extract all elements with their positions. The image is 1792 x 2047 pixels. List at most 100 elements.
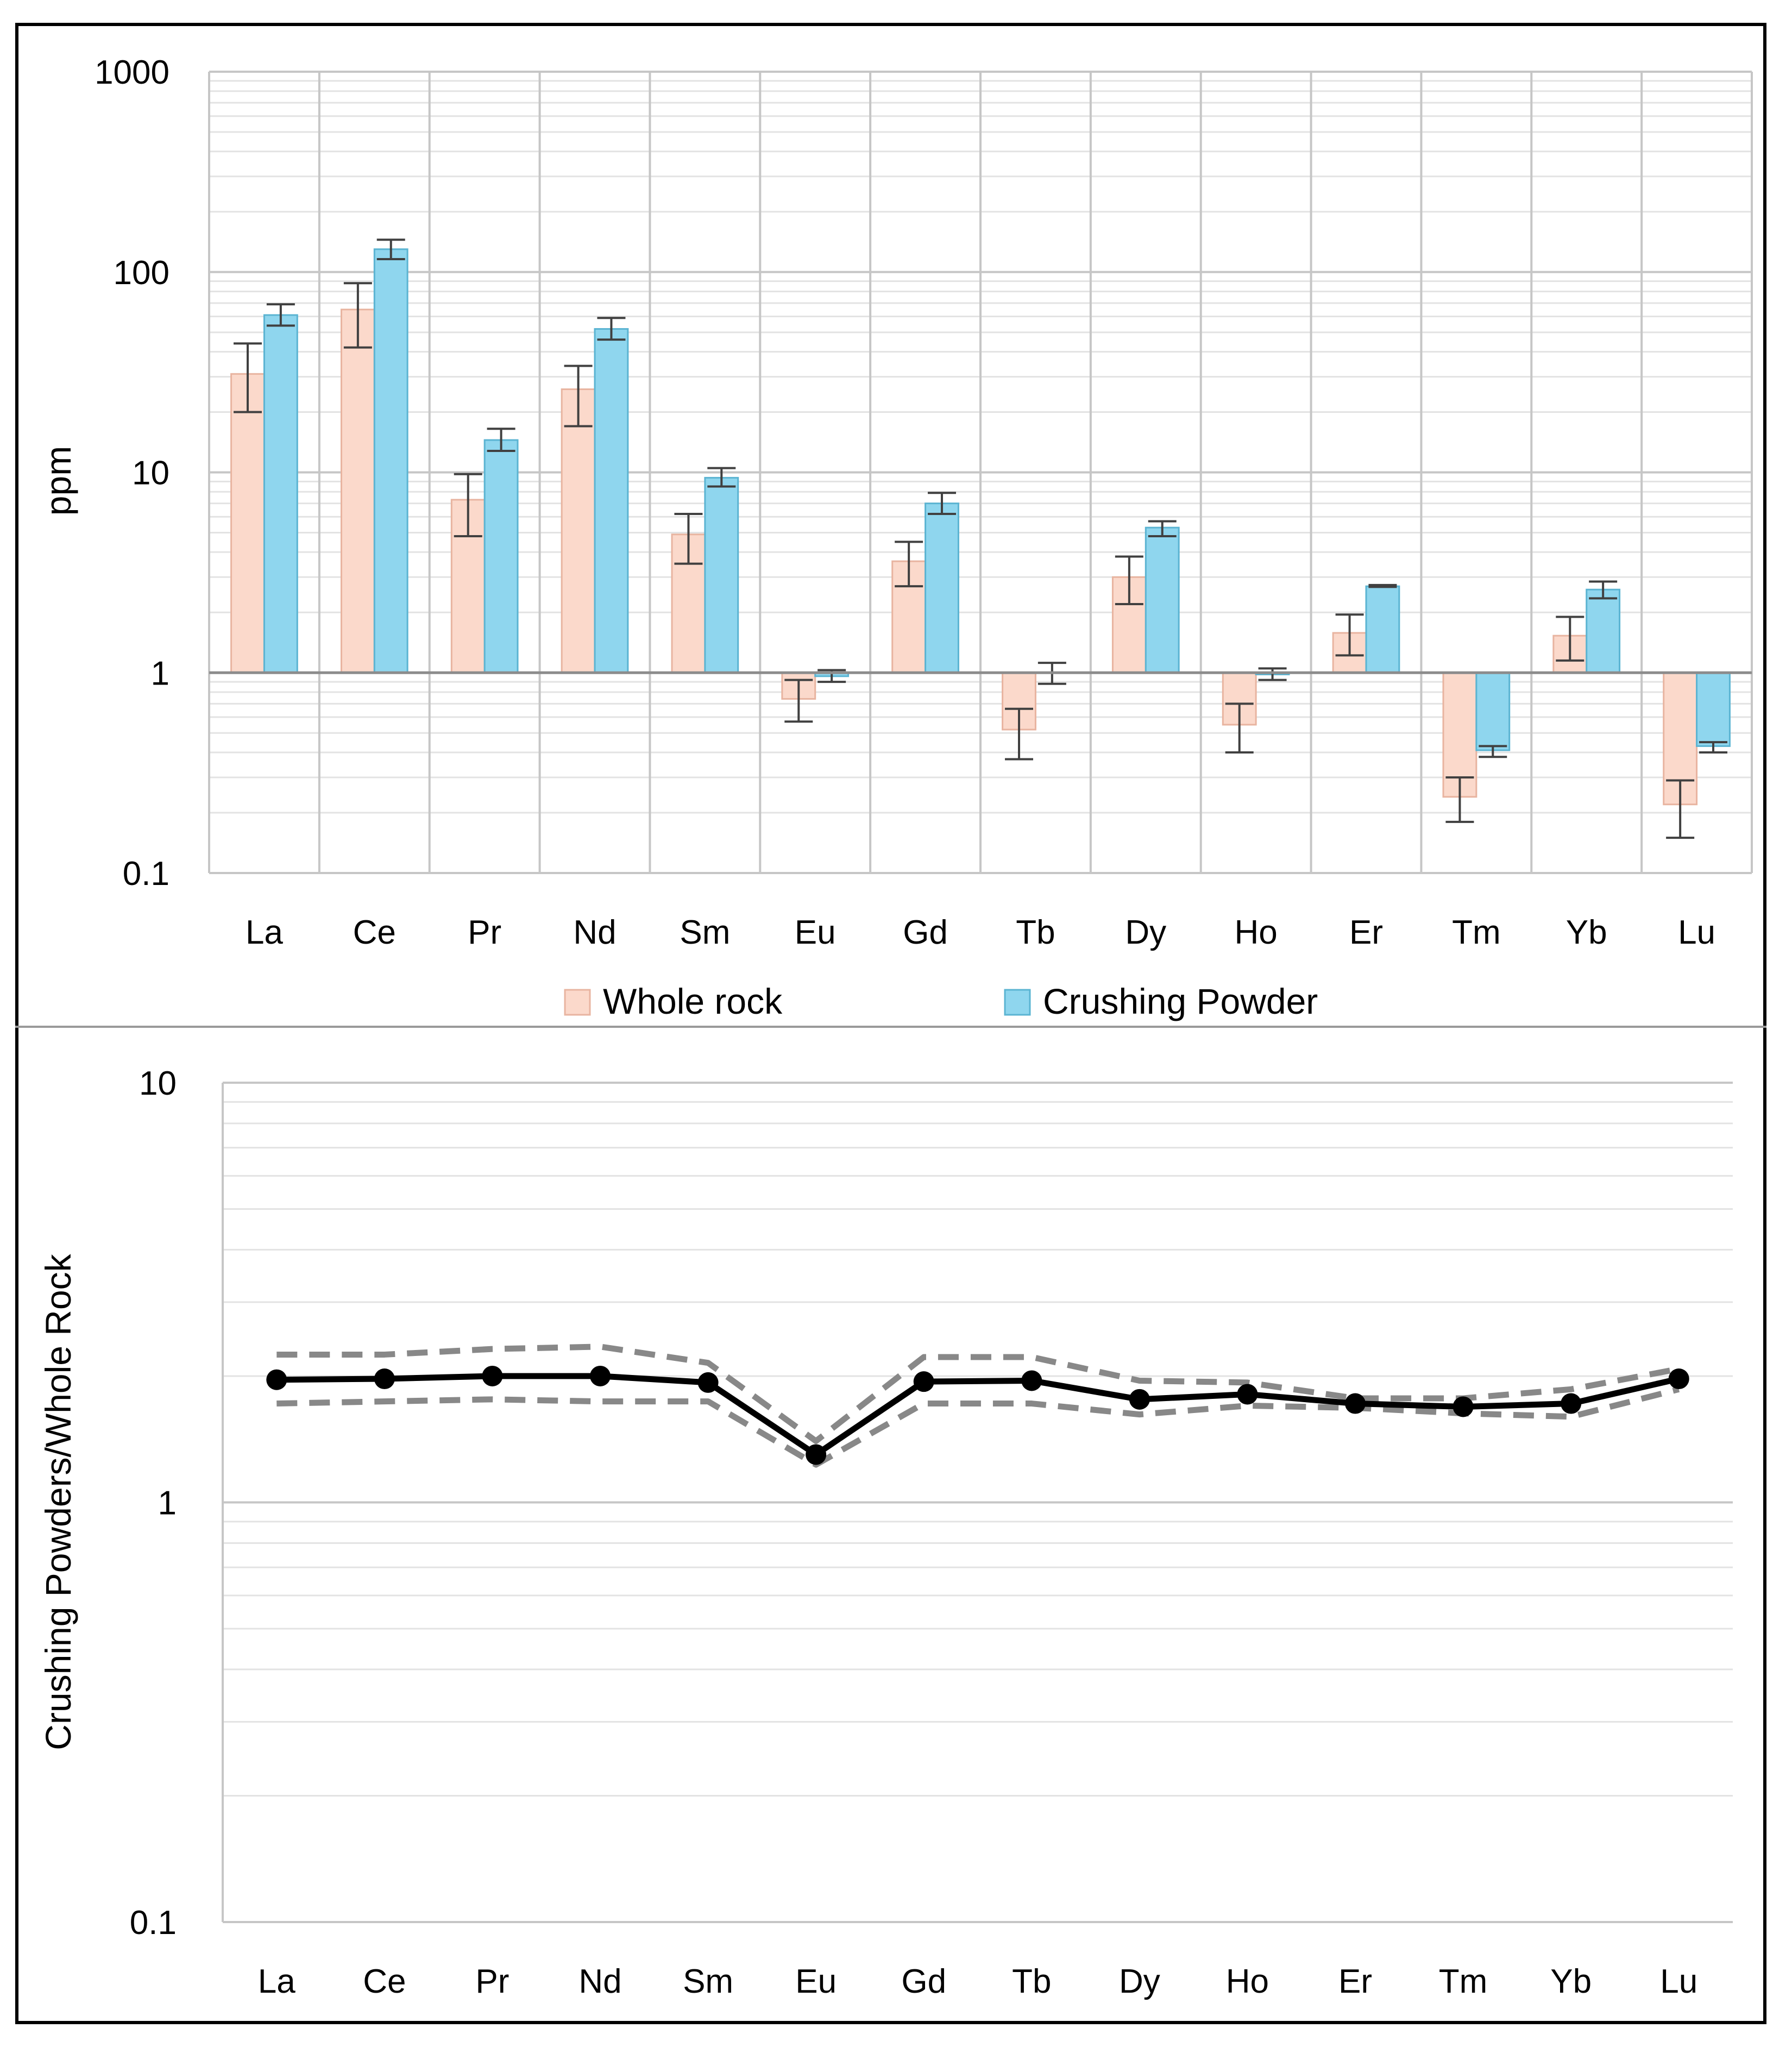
error-bar-whole-rock-sm [674, 513, 703, 565]
error-bar-whole-rock-tb [1005, 707, 1033, 761]
series-line-lower-bound [276, 1386, 1680, 1468]
error-bar-crushing-powder-dy [1148, 520, 1177, 538]
marker-lu [1668, 1368, 1689, 1390]
marker-dy [1129, 1389, 1150, 1410]
top-category-label-ce: Ce [353, 914, 396, 951]
bottom-category-label-eu: Eu [795, 1963, 837, 2000]
error-bar-crushing-powder-lu [1699, 741, 1727, 754]
error-bar-whole-rock-dy [1115, 555, 1143, 605]
bar-crushing-powder-ce [373, 248, 408, 674]
bottom-chart-gridlines [222, 1082, 1733, 1923]
bar-crushing-powder-tm [1475, 671, 1511, 751]
bar-crushing-powder-er [1365, 585, 1400, 674]
top-chart-category-labels: La Ce Pr Nd Sm Eu Gd Tb Dy Ho Er Tm Yb Lu [246, 914, 1715, 951]
bar-crushing-powder-gd [925, 503, 959, 674]
top-category-label-tb: Tb [1016, 914, 1055, 951]
error-bar-whole-rock-lu [1666, 779, 1695, 839]
error-bar-whole-rock-gd [895, 541, 923, 588]
top-category-label-dy: Dy [1125, 914, 1166, 951]
top-chart-bars [230, 248, 1731, 806]
bottom-y-tick-label: 10 [139, 1065, 177, 1102]
error-bar-whole-rock-tm [1445, 776, 1474, 823]
error-bar-whole-rock-pr [454, 473, 482, 538]
top-chart-error-bars [234, 238, 1727, 839]
top-y-tick-label: 100 [114, 254, 169, 292]
error-bar-crushing-powder-er [1368, 583, 1397, 588]
legend-label-crushing-powder: Crushing Powder [1043, 981, 1318, 1021]
error-bar-crushing-powder-gd [928, 492, 956, 516]
error-bar-crushing-powder-yb [1589, 580, 1618, 600]
top-chart-y-axis-title: ppm [38, 446, 78, 516]
top-chart-y-tick-labels: 1000 100 10 1 0.1 [95, 54, 169, 893]
error-bar-whole-rock-ce [343, 282, 372, 349]
series-line-upper-bound [276, 1343, 1680, 1445]
bottom-category-label-yb: Yb [1550, 1963, 1592, 2000]
bottom-chart-y-axis-title: Crushing Powders/Whole Rock [38, 1253, 78, 1750]
top-y-tick-label: 1 [151, 655, 169, 692]
error-bar-whole-rock-nd [564, 365, 593, 428]
bar-whole-rock-tm [1442, 671, 1477, 798]
bottom-category-label-gd: Gd [901, 1963, 946, 2000]
bottom-y-tick-label: 1 [158, 1485, 177, 1522]
legend-label-whole-rock: Whole rock [603, 981, 783, 1021]
top-category-label-nd: Nd [573, 914, 616, 951]
bottom-category-label-tb: Tb [1012, 1963, 1051, 2000]
bottom-y-tick-label: 0.1 [130, 1904, 177, 1942]
top-category-label-lu: Lu [1678, 914, 1715, 951]
top-category-label-sm: Sm [680, 914, 730, 951]
bottom-category-label-pr: Pr [475, 1963, 509, 2000]
top-category-label-ho: Ho [1235, 914, 1278, 951]
error-bar-crushing-powder-ce [376, 238, 405, 260]
legend: Whole rock Crushing Powder [564, 981, 1318, 1021]
bottom-chart-series-lines [273, 1343, 1682, 1468]
bar-crushing-powder-dy [1145, 526, 1180, 674]
error-bar-crushing-powder-pr [487, 428, 515, 452]
bottom-chart-markers [266, 1365, 1689, 1465]
top-category-label-yb: Yb [1566, 914, 1607, 951]
bar-crushing-powder-lu [1696, 671, 1731, 747]
figure-frame [15, 23, 1766, 2024]
error-bar-crushing-powder-sm [707, 467, 736, 488]
bottom-category-label-sm: Sm [683, 1963, 733, 2000]
error-bar-crushing-powder-la [266, 303, 295, 327]
marker-la [266, 1369, 287, 1390]
error-bar-crushing-powder-nd [597, 317, 626, 341]
error-bar-whole-rock-eu [784, 679, 813, 723]
bottom-category-label-er: Er [1338, 1963, 1372, 2000]
top-category-label-pr: Pr [468, 914, 501, 951]
top-category-label-er: Er [1349, 914, 1383, 951]
bar-crushing-powder-sm [704, 476, 739, 674]
error-bar-crushing-powder-ho [1258, 667, 1287, 681]
legend-swatch-whole-rock [564, 989, 591, 1016]
top-y-tick-label: 10 [132, 455, 169, 492]
marker-eu [806, 1444, 827, 1465]
bottom-category-label-nd: Nd [579, 1963, 621, 2000]
bar-whole-rock-la [230, 373, 265, 674]
bottom-category-label-lu: Lu [1660, 1963, 1697, 2000]
top-chart-gridlines [208, 71, 1753, 874]
bar-crushing-powder-la [263, 314, 298, 674]
bar-whole-rock-ce [340, 309, 375, 674]
panel-divider [15, 1026, 1766, 1028]
marker-pr [482, 1365, 503, 1386]
top-category-label-la: La [246, 914, 283, 951]
bottom-category-label-tm: Tm [1439, 1963, 1488, 2000]
marker-ho [1237, 1384, 1258, 1405]
marker-sm [697, 1372, 719, 1393]
bottom-category-label-la: La [258, 1963, 295, 2000]
top-y-tick-label: 0.1 [123, 855, 169, 893]
marker-ce [374, 1368, 395, 1390]
marker-tm [1453, 1396, 1474, 1417]
marker-gd [913, 1371, 934, 1392]
legend-swatch-crushing-powder [1004, 989, 1031, 1016]
top-category-label-tm: Tm [1452, 914, 1501, 951]
marker-nd [590, 1365, 611, 1386]
bottom-category-label-ce: Ce [363, 1963, 406, 2000]
marker-tb [1021, 1370, 1042, 1391]
error-bar-whole-rock-yb [1556, 616, 1584, 662]
top-category-label-eu: Eu [795, 914, 836, 951]
top-y-tick-label: 1000 [95, 54, 169, 91]
marker-er [1345, 1393, 1366, 1414]
